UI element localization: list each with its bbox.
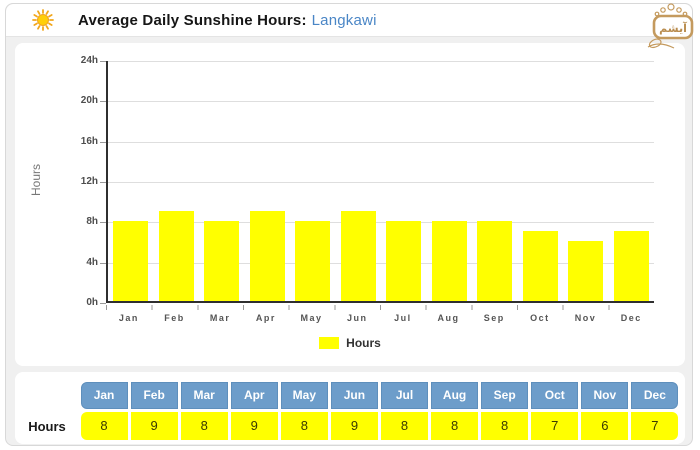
bar-apr[interactable]: [249, 211, 285, 301]
svg-text:آیشم: آیشم: [659, 21, 687, 35]
x-label-aug: Aug: [437, 313, 460, 323]
chart-legend[interactable]: Hours: [15, 336, 685, 350]
y-tick-mark: [100, 262, 106, 264]
table-value-aug: 8: [431, 412, 479, 440]
y-tick-label: 4h: [86, 256, 98, 268]
table-header-may: May: [280, 382, 328, 409]
table-header-jun: Jun: [330, 382, 378, 409]
bar-series: [108, 61, 654, 301]
x-label-jun: Jun: [346, 313, 368, 323]
x-label-mar: Mar: [209, 313, 231, 323]
table-value-jun: 9: [330, 412, 378, 440]
table-value-nov: 6: [581, 412, 629, 440]
table-header-nov: Nov: [581, 382, 629, 409]
table-header-oct: Oct: [531, 382, 579, 409]
y-tick-label: 24h: [80, 55, 98, 66]
x-label-jul: Jul: [394, 313, 412, 323]
page-title: Average Daily Sunshine Hours: Langkawi: [78, 12, 377, 29]
gridline: [108, 61, 654, 62]
y-tick-mark: [100, 222, 106, 224]
y-tick-mark: [100, 101, 106, 103]
table-value-jan: 8: [80, 412, 128, 440]
table-header-row: Jan Feb Mar Apr May Jun Jul Aug Sep Oct Nov Dec: [79, 382, 680, 409]
x-label-oct: Oct: [530, 313, 550, 323]
bar-sep[interactable]: [477, 221, 513, 301]
x-axis-ticks: [106, 305, 654, 310]
header-bar: Average Daily Sunshine Hours: Langkawi: [6, 4, 692, 37]
bar-feb[interactable]: [158, 211, 194, 301]
gridline: [108, 101, 654, 103]
y-tick-label: 16h: [80, 135, 98, 147]
table-header-aug: Aug: [431, 382, 479, 409]
data-table-panel: Jan Feb Mar Apr May Jun Jul Aug Sep Oct Nov Dec Hou…: [15, 372, 685, 444]
gridline: [108, 262, 654, 264]
bar-jan[interactable]: [113, 221, 149, 301]
legend-label: Hours: [346, 336, 381, 350]
location-text: Langkawi: [311, 11, 377, 29]
x-label-apr: Apr: [255, 313, 276, 323]
gridline: [108, 222, 654, 224]
table-header-feb: Feb: [130, 382, 178, 409]
bar-jul[interactable]: [386, 221, 422, 301]
table-value-feb: 9: [130, 412, 178, 440]
table-value-oct: 7: [531, 412, 579, 440]
y-tick-mark: [100, 141, 106, 143]
x-label-nov: Nov: [574, 313, 597, 323]
x-label-jan: Jan: [118, 313, 139, 323]
y-tick-mark: [100, 182, 106, 183]
y-tick-label: 8h: [86, 216, 98, 228]
title-text: Average Daily Sunshine Hours:: [78, 11, 307, 29]
gridline: [108, 141, 654, 143]
table-header-mar: Mar: [180, 382, 228, 409]
legend-swatch: [319, 337, 340, 349]
table-header-apr: Apr: [230, 382, 278, 409]
y-tick-mark: [100, 303, 106, 304]
x-label-feb: Feb: [164, 313, 185, 323]
plot-area: [100, 61, 654, 304]
table-value-sep: 8: [481, 412, 529, 440]
table-value-apr: 9: [230, 412, 278, 440]
sun-icon: [32, 9, 54, 31]
bar-dec[interactable]: [613, 231, 649, 301]
bar-may[interactable]: [295, 221, 331, 301]
chart-panel: Hours 24h 20h 16h 12h 8h 4h 0h Jan Feb Mar Apr May…: [15, 43, 685, 366]
bar-aug[interactable]: [431, 221, 467, 301]
table-header-dec: Dec: [631, 382, 679, 409]
bar-oct[interactable]: [522, 231, 558, 301]
x-axis-labels: Jan Feb Mar Apr May Jun Jul Aug Sep Oct Nov Dec: [106, 313, 654, 323]
table-value-mar: 8: [180, 412, 228, 440]
table-row-label: Hours: [28, 418, 66, 434]
table-value-may: 8: [280, 412, 328, 440]
table-header-sep: Sep: [481, 382, 529, 409]
bar-nov[interactable]: [568, 241, 604, 301]
y-tick-label: 12h: [80, 176, 98, 187]
table-value-dec: 7: [631, 412, 679, 440]
table-value-jul: 8: [380, 412, 429, 440]
gridline: [108, 182, 654, 183]
bar-mar[interactable]: [204, 221, 240, 301]
y-axis-ticks: 24h 20h 16h 12h 8h 4h 0h: [15, 55, 98, 308]
widget-container: Average Daily Sunshine Hours: Langkawi Ho…: [5, 3, 693, 446]
table-header-jan: Jan: [80, 382, 128, 409]
table-header-jul: Jul: [380, 382, 429, 409]
x-label-sep: Sep: [483, 313, 505, 323]
y-tick-label: 0h: [86, 297, 98, 308]
y-tick-mark: [100, 61, 106, 62]
watermark-logo: آیشم: [644, 1, 698, 51]
y-tick-label: 20h: [80, 95, 98, 107]
x-label-dec: Dec: [620, 313, 642, 323]
bar-jun[interactable]: [340, 211, 376, 301]
x-label-may: May: [300, 313, 323, 323]
